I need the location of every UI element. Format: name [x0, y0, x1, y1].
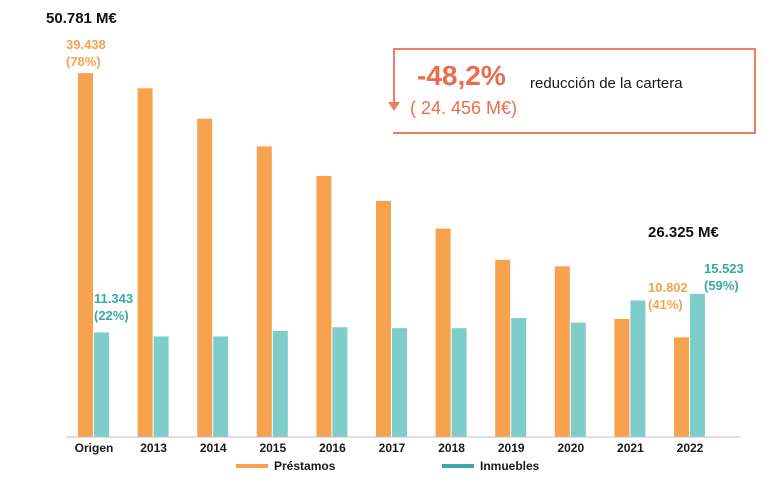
final-inmuebles-label: 15.523 (59%)	[704, 260, 744, 294]
final-total-label: 26.325 M€	[648, 224, 719, 241]
bar-prestamos-2017	[376, 200, 391, 437]
reduction-text: reducción de la cartera	[530, 75, 683, 92]
reduction-amount: ( 24. 456 M€)	[410, 98, 518, 118]
x-tick-label: 2021	[617, 441, 644, 455]
bar-inmuebles-2021	[630, 300, 646, 437]
bar-prestamos-2019	[495, 259, 511, 437]
x-tick-label: 2017	[379, 441, 406, 455]
x-tick-label: 2019	[498, 441, 525, 455]
origin-inmuebles-value: 11.343	[94, 291, 134, 306]
origin-inmuebles-pct: (22%)	[94, 308, 129, 323]
final-prestamos-value: 10.802	[648, 280, 688, 295]
bar-inmuebles-2013	[153, 336, 169, 437]
bar-inmuebles-2018	[451, 328, 467, 437]
bar-inmuebles-2019	[511, 317, 527, 437]
bar-prestamos-2013	[137, 88, 153, 438]
bar-inmuebles-2016	[332, 327, 348, 437]
legend-label-inmuebles: Inmuebles	[480, 459, 540, 473]
final-inmuebles-pct: (59%)	[704, 278, 739, 293]
bar-prestamos-2021	[614, 318, 630, 437]
x-tick-label: 2014	[200, 441, 227, 455]
down-arrow-icon	[388, 102, 400, 111]
origin-prestamos-label: 39.438 (78%)	[66, 36, 106, 70]
bar-prestamos-2018	[435, 228, 451, 437]
bar-inmuebles-2017	[392, 328, 407, 437]
x-tick-label: 2018	[438, 441, 465, 455]
bar-inmuebles-2020	[570, 322, 586, 437]
origin-prestamos-pct: (78%)	[66, 54, 101, 69]
x-tick-label: 2013	[140, 441, 167, 455]
final-prestamos-pct: (41%)	[648, 297, 683, 312]
x-tick-label: 2020	[557, 441, 584, 455]
legend: Préstamos Inmuebles	[236, 459, 540, 473]
callout-bracket-line	[393, 48, 395, 106]
origin-total-label: 50.781 M€	[46, 10, 117, 27]
bar-prestamos-2014	[197, 118, 213, 438]
origin-inmuebles-label: 11.343 (22%)	[94, 290, 133, 324]
reduction-callout-box	[393, 48, 756, 134]
final-prestamos-label: 10.802 (41%)	[648, 279, 688, 313]
bar-inmuebles-origen	[94, 332, 109, 437]
bar-inmuebles-2022	[690, 293, 705, 437]
reduction-percent: -48,2%	[417, 60, 506, 91]
origin-prestamos-value: 39.438	[66, 37, 106, 52]
bar-prestamos-2022	[674, 337, 689, 437]
bar-inmuebles-2015	[272, 330, 288, 437]
x-tick-labels: Origen 2013 2014 2015 2016 2017 2018 2019 2020 20…	[75, 441, 704, 455]
legend-label-prestamos: Préstamos	[274, 459, 336, 473]
bar-prestamos-2016	[316, 175, 332, 437]
bar-prestamos-2020	[554, 266, 570, 437]
bar-prestamos-origen	[78, 73, 93, 437]
x-tick-label: 2016	[319, 441, 346, 455]
x-tick-label: Origen	[75, 441, 114, 455]
x-tick-label: 2015	[259, 441, 286, 455]
x-tick-label: 2022	[677, 441, 704, 455]
bar-prestamos-2015	[256, 146, 272, 437]
bar-inmuebles-2014	[213, 336, 229, 437]
final-inmuebles-value: 15.523	[704, 261, 744, 276]
bars-group	[78, 73, 705, 438]
